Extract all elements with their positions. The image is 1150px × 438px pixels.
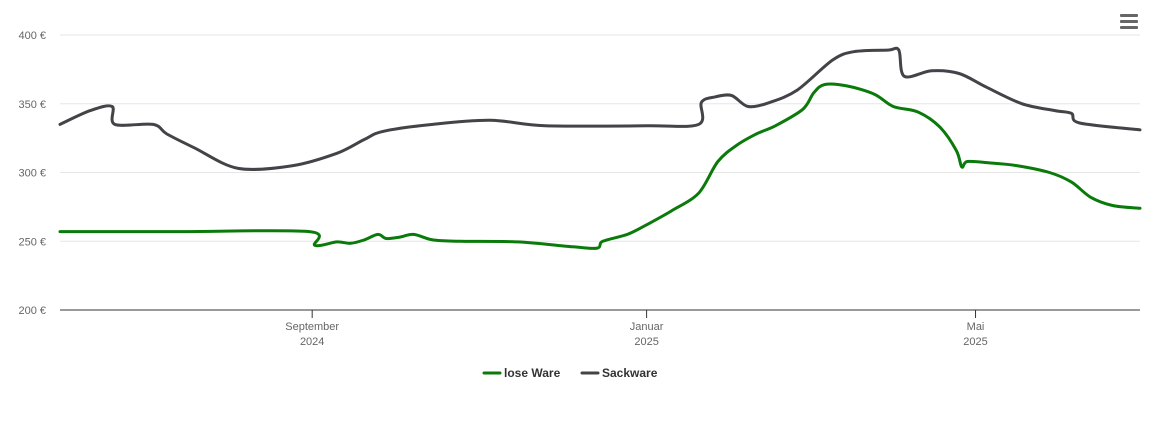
legend-item[interactable]: Sackware: [580, 366, 658, 380]
y-tick-label: 350 €: [18, 99, 46, 111]
x-axis-ticks: September 2024 Januar 2025 Mai 2025: [285, 310, 988, 348]
x-tick-label-year: 2025: [963, 336, 987, 348]
hamburger-menu-icon[interactable]: [1116, 10, 1142, 34]
legend-label: lose Ware: [504, 366, 561, 380]
series-lines: [58, 46, 1142, 250]
y-tick-label: 400 €: [18, 30, 46, 42]
y-tick-label: 250 €: [18, 236, 46, 248]
y-tick-label: 200 €: [18, 305, 46, 317]
x-tick-label-year: 2024: [300, 336, 324, 348]
x-tick-label-year: 2025: [634, 336, 658, 348]
x-tick-label: September: [285, 321, 339, 333]
grid-lines: [60, 34, 1140, 242]
y-tick-label: 300 €: [18, 168, 46, 180]
legend-item[interactable]: lose Ware: [482, 366, 561, 380]
y-axis-labels: 200 € 250 € 300 € 350 € 400 €: [18, 30, 46, 317]
series-line-1: [58, 46, 1142, 171]
legend: lose Ware Sackware: [482, 366, 658, 380]
series-line-0: [58, 82, 1142, 250]
x-tick-label: Januar: [630, 321, 664, 333]
x-tick-label: Mai: [967, 321, 985, 333]
legend-label: Sackware: [602, 366, 658, 380]
